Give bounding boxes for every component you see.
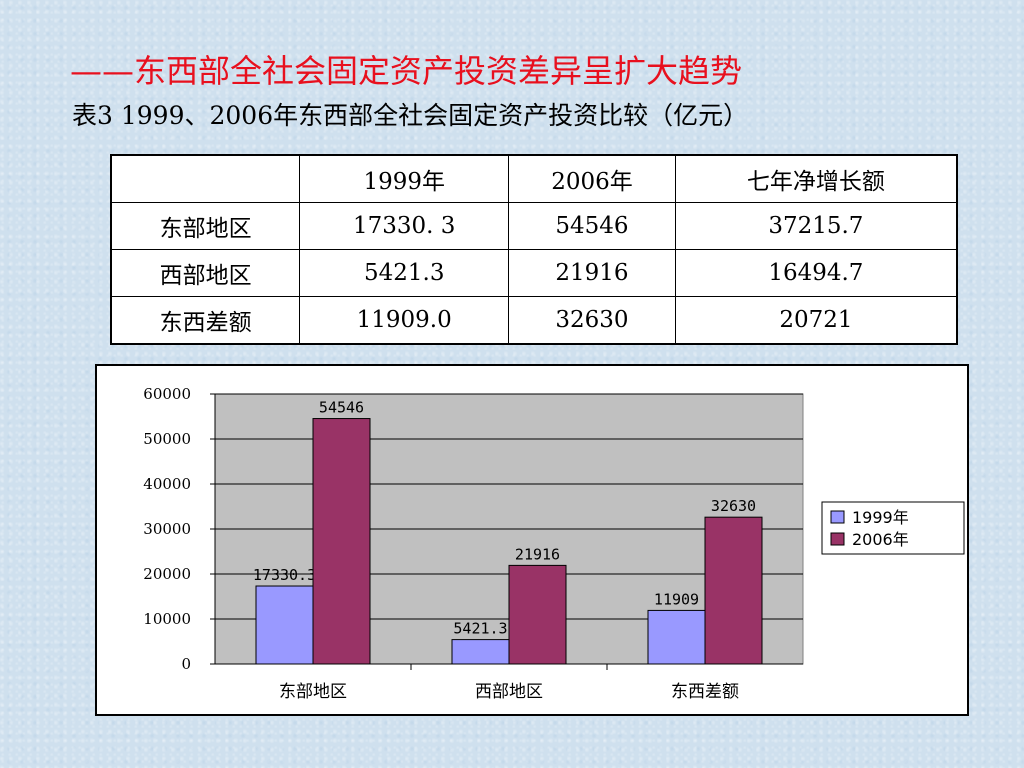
x-category-label: 西部地区: [475, 682, 543, 702]
table-header-row: 1999年 2006年 七年净增长额: [110, 154, 958, 203]
table-cell: 32630: [508, 296, 676, 345]
bar: [451, 639, 510, 665]
table-cell: 21916: [508, 249, 676, 297]
row-label: 西部地区: [110, 249, 301, 297]
y-tick-label: 0: [181, 655, 191, 673]
legend: [821, 501, 965, 555]
bar-chart-svg: 0 10000 20000 30000 40000 50000 60000 17330.3 54…: [143, 385, 965, 702]
header-cell-empty: [110, 154, 301, 203]
header-cell-growth: 七年净增长额: [674, 154, 958, 203]
table-row: 西部地区 5421.3 21916 16494.7: [110, 249, 958, 297]
table-row: 东西差额 11909.0 32630 20721: [110, 296, 958, 345]
bar-chart: 0 10000 20000 30000 40000 50000 60000 17330.3 54…: [95, 364, 969, 716]
data-label: 11909: [654, 590, 699, 608]
data-label: 54546: [319, 399, 364, 417]
y-tick-label: 60000: [143, 385, 191, 403]
bar: [255, 585, 314, 665]
y-tick-label: 40000: [143, 475, 191, 493]
y-tick-label: 10000: [143, 610, 191, 628]
x-category-label: 东部地区: [279, 682, 347, 702]
table-caption: 表3 1999、2006年东西部全社会固定资产投资比较（亿元）: [72, 101, 749, 130]
bar: [704, 516, 763, 665]
table-cell: 11909.0: [299, 296, 510, 345]
y-tick-label: 20000: [143, 565, 191, 583]
bar: [647, 609, 706, 665]
bar: [312, 418, 371, 665]
investment-table: 1999年 2006年 七年净增长额 东部地区 17330. 3 54546 3…: [110, 154, 958, 345]
bar: [508, 564, 567, 665]
data-label: 32630: [711, 497, 756, 515]
header-cell-1999: 1999年: [299, 154, 510, 203]
legend-label: 1999年: [852, 508, 909, 527]
legend-swatch: [830, 532, 845, 546]
x-category-label: 东西差额: [671, 682, 739, 702]
row-label: 东部地区: [110, 202, 301, 250]
table-cell: 20721: [674, 296, 958, 345]
table-cell: 16494.7: [674, 249, 958, 297]
table-cell: 5421.3: [299, 249, 510, 297]
table-cell: 37215.7: [674, 202, 958, 250]
table-cell: 17330. 3: [299, 202, 510, 250]
legend-swatch: [830, 510, 845, 524]
table-cell: 54546: [508, 202, 676, 250]
y-tick-label: 30000: [143, 520, 191, 538]
slide-title: ——东西部全社会固定资产投资差异呈扩大趋势: [70, 52, 743, 90]
y-tick-label: 50000: [143, 430, 191, 448]
data-label: 21916: [515, 545, 560, 563]
data-label: 5421.3: [453, 620, 507, 638]
table-row: 东部地区 17330. 3 54546 37215.7: [110, 202, 958, 250]
header-cell-2006: 2006年: [508, 154, 676, 203]
row-label: 东西差额: [110, 296, 301, 345]
data-label: 17330.3: [253, 566, 316, 584]
legend-label: 2006年: [852, 530, 909, 549]
